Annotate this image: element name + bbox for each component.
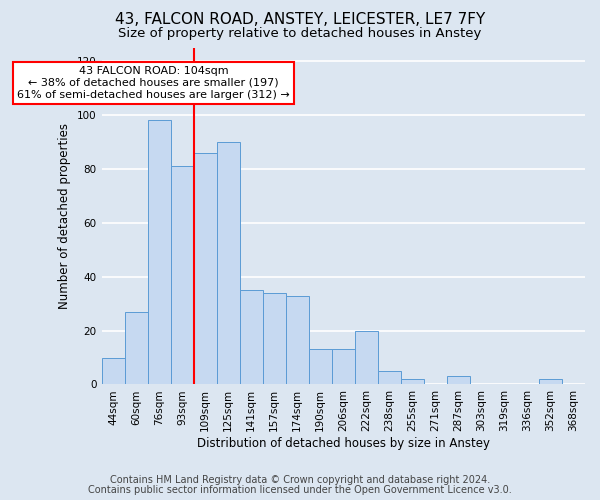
Bar (355, 330, 378, 384)
Bar (286, 296, 309, 384)
Text: Contains HM Land Registry data © Crown copyright and database right 2024.: Contains HM Land Registry data © Crown c… (110, 475, 490, 485)
Bar (539, 379, 562, 384)
Bar (378, 371, 401, 384)
Bar (332, 350, 355, 384)
Text: Contains public sector information licensed under the Open Government Licence v3: Contains public sector information licen… (88, 485, 512, 495)
Y-axis label: Number of detached properties: Number of detached properties (58, 123, 71, 309)
Bar (148, 120, 170, 384)
Bar (401, 379, 424, 384)
Bar (217, 142, 239, 384)
X-axis label: Distribution of detached houses by size in Anstey: Distribution of detached houses by size … (197, 437, 490, 450)
Bar (447, 376, 470, 384)
Bar (101, 358, 125, 384)
Text: 43 FALCON ROAD: 104sqm  
← 38% of detached houses are smaller (197)
61% of semi-: 43 FALCON ROAD: 104sqm ← 38% of detached… (17, 66, 290, 100)
Bar (125, 312, 148, 384)
Bar (239, 290, 263, 384)
Text: 43, FALCON ROAD, ANSTEY, LEICESTER, LE7 7FY: 43, FALCON ROAD, ANSTEY, LEICESTER, LE7 … (115, 12, 485, 28)
Bar (170, 166, 194, 384)
Text: Size of property relative to detached houses in Anstey: Size of property relative to detached ho… (118, 28, 482, 40)
Bar (194, 152, 217, 384)
Bar (309, 350, 332, 384)
Bar (263, 293, 286, 384)
